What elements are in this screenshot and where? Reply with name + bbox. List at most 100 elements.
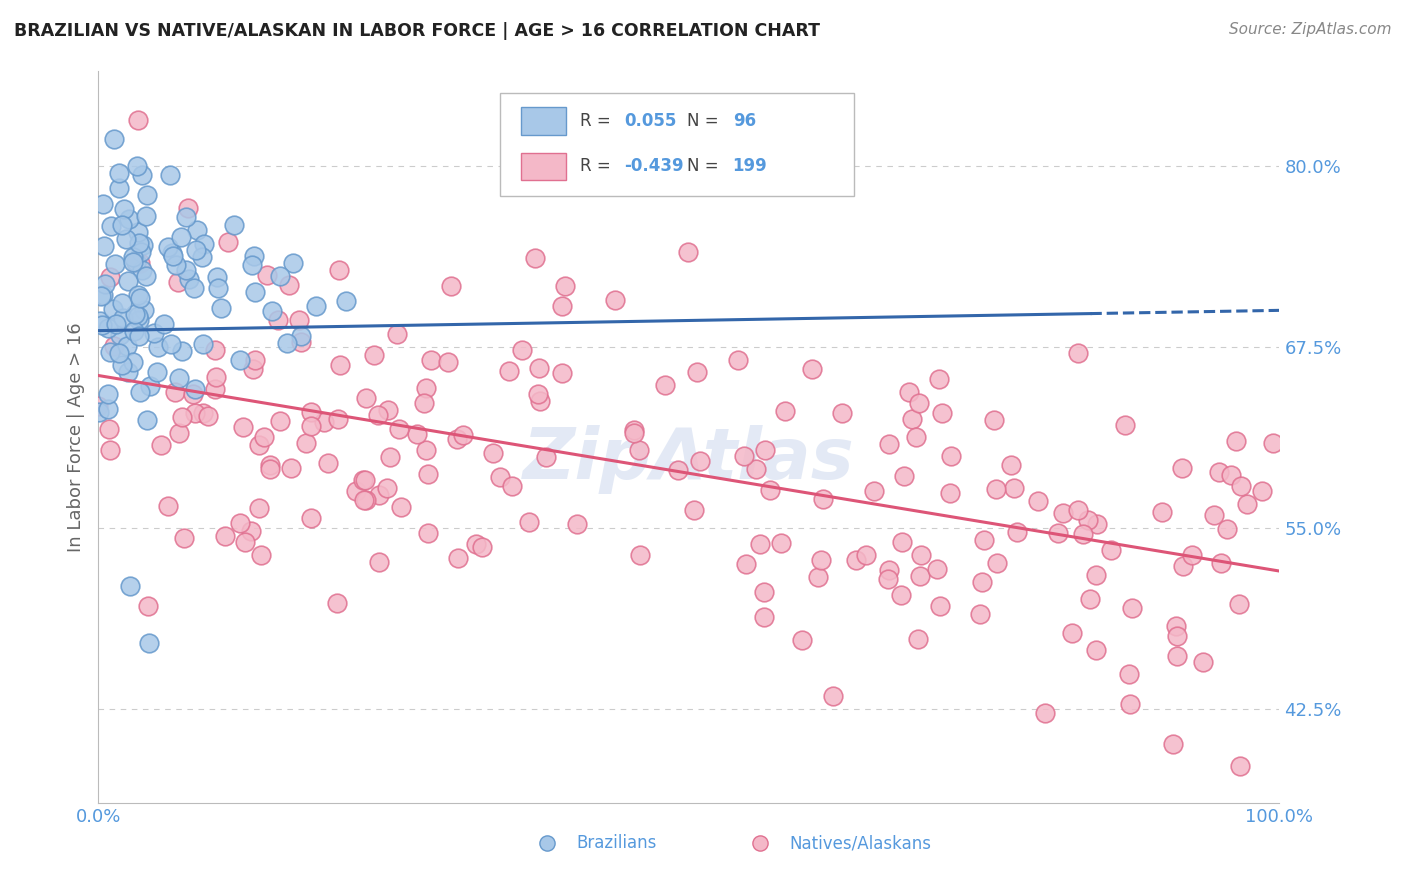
Point — [145, 365, 167, 379]
Point — [162, 245, 184, 260]
Point — [176, 210, 198, 224]
Point — [749, 537, 772, 551]
Point — [415, 380, 437, 394]
Point — [440, 279, 463, 293]
Point — [217, 235, 239, 249]
Point — [204, 382, 226, 396]
Point — [810, 553, 832, 567]
Point — [419, 353, 441, 368]
Point — [204, 369, 226, 384]
Point — [335, 293, 357, 308]
Point — [1216, 523, 1239, 537]
Point — [464, 537, 486, 551]
Point — [125, 255, 148, 269]
Point — [1236, 497, 1258, 511]
Point — [790, 632, 813, 647]
Point — [928, 372, 950, 386]
Point — [103, 302, 125, 317]
Point — [162, 249, 184, 263]
Point — [969, 607, 991, 621]
Point — [305, 299, 328, 313]
Point — [259, 458, 281, 472]
Point — [193, 237, 215, 252]
Point — [770, 535, 793, 549]
Point — [1060, 626, 1083, 640]
Point — [156, 499, 179, 513]
Text: N =: N = — [686, 112, 724, 130]
Point — [283, 256, 305, 270]
Point — [489, 469, 512, 483]
Point — [482, 446, 505, 460]
Point — [970, 574, 993, 589]
Point — [138, 636, 160, 650]
Point — [1150, 505, 1173, 519]
Point — [278, 278, 301, 293]
Point — [253, 430, 276, 444]
Point — [1067, 503, 1090, 517]
Point — [256, 268, 278, 282]
Point — [984, 482, 1007, 496]
Point — [821, 689, 844, 703]
Point — [354, 473, 377, 487]
Point — [295, 435, 318, 450]
Point — [890, 588, 912, 602]
Point — [1229, 479, 1251, 493]
Point — [745, 462, 768, 476]
Point — [550, 300, 572, 314]
Point — [550, 366, 572, 380]
Point — [90, 289, 112, 303]
Point — [1071, 527, 1094, 541]
Point — [1171, 460, 1194, 475]
Point — [91, 196, 114, 211]
Point — [905, 430, 928, 444]
Text: Source: ZipAtlas.com: Source: ZipAtlas.com — [1229, 22, 1392, 37]
Text: -0.439: -0.439 — [624, 158, 683, 176]
Point — [132, 302, 155, 317]
Point — [368, 555, 391, 569]
Point — [197, 409, 219, 423]
Point — [117, 365, 139, 379]
Point — [908, 569, 931, 583]
Point — [1225, 434, 1247, 448]
Text: ZipAtlas: ZipAtlas — [523, 425, 855, 493]
Point — [529, 394, 551, 409]
Point — [170, 230, 193, 244]
Point — [112, 202, 135, 217]
Point — [1227, 597, 1250, 611]
Y-axis label: In Labor Force | Age > 16: In Labor Force | Age > 16 — [66, 322, 84, 552]
Point — [103, 338, 125, 352]
Point — [111, 311, 134, 326]
Point — [1166, 649, 1188, 664]
Point — [1084, 642, 1107, 657]
Point — [877, 436, 900, 450]
Point — [91, 318, 114, 333]
Point — [928, 599, 950, 613]
Point — [1181, 548, 1204, 562]
Point — [122, 250, 145, 264]
Point — [114, 232, 136, 246]
Point — [1026, 493, 1049, 508]
Point — [901, 412, 924, 426]
Point — [128, 329, 150, 343]
Point — [93, 277, 115, 292]
Point — [877, 563, 900, 577]
Point — [907, 396, 929, 410]
Point — [111, 358, 134, 372]
Point — [1211, 556, 1233, 570]
Point — [1163, 737, 1185, 751]
Point — [247, 500, 270, 515]
Point — [128, 236, 150, 251]
Point — [299, 418, 322, 433]
Point — [108, 166, 131, 180]
Point — [623, 423, 645, 437]
Point — [167, 371, 190, 385]
Point — [118, 212, 141, 227]
Point — [262, 304, 284, 318]
Point — [1078, 591, 1101, 606]
Point — [259, 462, 281, 476]
Point — [160, 336, 183, 351]
Point — [801, 362, 824, 376]
Point — [118, 578, 141, 592]
Point — [107, 181, 129, 195]
Point — [127, 225, 149, 239]
